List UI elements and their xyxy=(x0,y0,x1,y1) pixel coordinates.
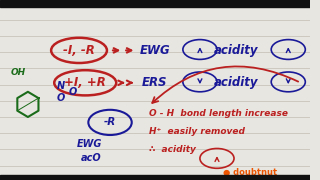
Text: O: O xyxy=(69,87,77,97)
Text: O: O xyxy=(56,93,65,103)
Text: EWG: EWG xyxy=(140,44,170,57)
Text: -I, -R: -I, -R xyxy=(63,44,95,57)
Text: +I, +R: +I, +R xyxy=(64,76,106,89)
Bar xyxy=(0,175,310,180)
Text: acidity: acidity xyxy=(213,76,258,89)
Text: acO: acO xyxy=(81,153,102,163)
Text: O - H  bond length increase: O - H bond length increase xyxy=(149,109,288,118)
Text: -R: -R xyxy=(104,117,116,127)
Text: ∴  acidity: ∴ acidity xyxy=(149,145,196,154)
Text: ● doubtnut: ● doubtnut xyxy=(223,168,277,177)
Text: EWG: EWG xyxy=(77,139,103,149)
Text: acidity: acidity xyxy=(213,44,258,57)
Text: OH: OH xyxy=(11,68,26,76)
Bar xyxy=(0,0,310,7)
Text: H⁺  easily removed: H⁺ easily removed xyxy=(149,127,245,136)
Text: ERS: ERS xyxy=(142,76,168,89)
Text: N: N xyxy=(56,81,65,91)
